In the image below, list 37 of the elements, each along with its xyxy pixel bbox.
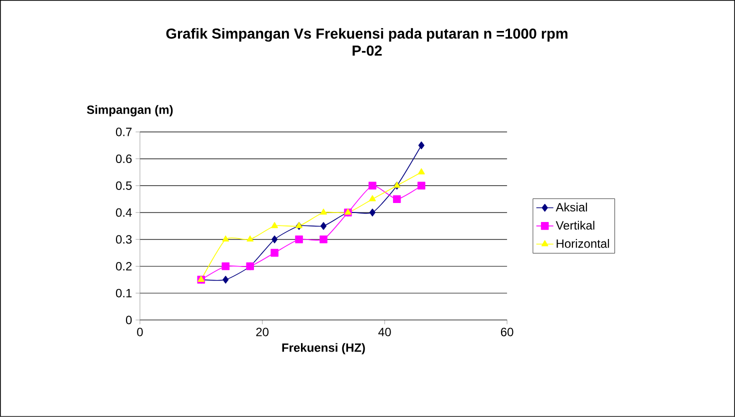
point [417,182,426,190]
x-axis-title: Frekuensi (HZ) [282,343,365,354]
point [272,236,278,244]
y-tick-label: 0 [126,316,132,324]
point [295,236,303,244]
y-axis-title: Simpangan (m) [86,105,173,116]
point [222,262,230,270]
point [270,248,278,257]
point [222,236,230,242]
y-tick-label: 0.1 [116,288,132,298]
y-tick-label: 0.4 [116,208,132,217]
legend-label: Vertikal [556,220,594,230]
x-tick-label: 40 [378,328,391,336]
y-tick-label: 0.6 [116,154,132,164]
y-tick-label: 0.5 [116,181,132,190]
point [369,208,376,216]
point [369,195,376,202]
x-tick-label: 60 [500,328,514,336]
point [418,168,425,174]
point [246,236,254,242]
point [320,236,328,244]
y-tick-label: 0.3 [116,235,132,244]
point [320,222,327,230]
point [320,208,327,215]
x-tick-label: 20 [256,328,269,336]
point [418,142,424,150]
point [222,276,229,284]
y-tick-label: 0.2 [116,262,132,271]
point [271,222,278,228]
legend-label: Aksial [556,202,587,212]
y-tick-label: 0.7 [116,128,132,136]
chart-title: Grafik Simpangan Vs Frekuensi pada putaran n =1000 rpm [166,28,568,42]
x-tick-label: 0 [137,328,143,336]
chart-subtitle: P-02 [352,46,382,56]
point [393,195,401,204]
point [368,182,376,190]
legend-label: Horizontal [556,239,609,248]
